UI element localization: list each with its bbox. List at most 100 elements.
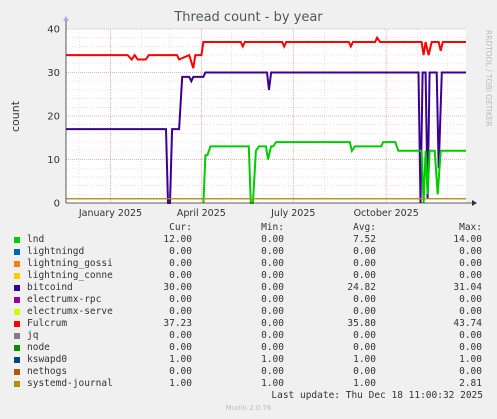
header-min: Min: [261,222,284,233]
legend-cur: 37.23 [163,318,192,329]
x-tick-label: April 2025 [177,208,226,219]
legend-max: 0.00 [459,330,482,341]
legend-row: lnd 12.00 0.00 7.52 14.00 [12,234,482,246]
header-avg: Avg: [353,222,376,233]
legend-max: 43.74 [453,318,482,329]
legend-name: kswapd0 [27,354,68,365]
legend-name: lightningd [27,246,85,257]
legend-min: 0.00 [261,330,284,341]
legend-avg: 0.00 [353,366,376,377]
legend-name: electrumx-serve [27,306,113,317]
legend-cur: 1.00 [169,378,192,389]
legend-name: lightning_gossi [27,258,113,269]
legend-min: 0.00 [261,294,284,305]
munin-footer: Munin 2.0.76 [225,404,272,412]
legend-min: 1.00 [261,354,284,365]
legend-name: Fulcrum [27,318,68,329]
legend-row: systemd-journal 1.00 1.00 1.00 2.81 [12,378,482,390]
legend-avg: 0.00 [353,306,376,317]
legend-max: 0.00 [459,294,482,305]
legend-avg: 1.00 [353,354,376,365]
rrdtool-watermark: RRDTOOL / TOBI OETIKER [484,30,493,127]
legend-swatch [14,381,20,387]
legend-min: 0.00 [261,318,284,329]
series-line-fulcrum [66,35,466,69]
legend-row: node 0.00 0.00 0.00 0.00 [12,342,482,354]
legend-table: Cur: Min: Avg: Max: lnd 12.00 0.00 7.52 14.0… [12,222,482,390]
legend-max: 31.04 [453,282,482,293]
legend-swatch [14,285,20,291]
legend-min: 0.00 [261,282,284,293]
legend-avg: 35.80 [347,318,376,329]
legend-header: Cur: Min: Avg: Max: [12,222,482,234]
series-line-lnd [202,141,466,204]
legend-cur: 0.00 [169,366,192,377]
legend-min: 1.00 [261,378,284,389]
legend-avg: 0.00 [353,342,376,353]
legend-row: bitcoind 30.00 0.00 24.82 31.04 [12,282,482,294]
legend-row: lightningd 0.00 0.00 0.00 0.00 [12,246,482,258]
x-tick-label: January 2025 [78,208,142,219]
y-tick-label: 20 [47,112,60,123]
legend-swatch [14,273,20,279]
legend-row: Fulcrum 37.23 0.00 35.80 43.74 [12,318,482,330]
legend-swatch [14,237,20,243]
x-tick-label: July 2025 [270,208,315,219]
legend-name: lnd [27,234,45,245]
legend-avg: 1.00 [353,378,376,389]
legend-max: 0.00 [459,306,482,317]
legend-row: kswapd0 1.00 1.00 1.00 1.00 [12,354,482,366]
legend-avg: 0.00 [353,258,376,269]
legend-name: electrumx-rpc [27,294,102,305]
legend-max: 0.00 [459,270,482,281]
legend-min: 0.00 [261,306,284,317]
legend-name: systemd-journal [27,378,113,389]
legend-avg: 24.82 [347,282,376,293]
legend-swatch [14,309,20,315]
last-update: Last update: Thu Dec 18 11:00:32 2025 [271,390,483,401]
legend-max: 0.00 [459,246,482,257]
legend-cur: 0.00 [169,342,192,353]
legend-cur: 30.00 [163,282,192,293]
legend-row: nethogs 0.00 0.00 0.00 0.00 [12,366,482,378]
plot-area: 0 10 20 30 40 January 2025 April 2025 July 2025… [47,16,477,219]
legend-max: 1.00 [459,354,482,365]
legend-cur: 0.00 [169,258,192,269]
legend-swatch [14,321,20,327]
legend-avg: 0.00 [353,270,376,281]
legend-max: 2.81 [459,378,482,389]
legend-cur: 0.00 [169,330,192,341]
legend-name: node [27,342,50,353]
legend-min: 0.00 [261,270,284,281]
legend-max: 14.00 [453,234,482,245]
legend-swatch [14,333,20,339]
legend-name: nethogs [27,366,68,377]
legend-row: electrumx-rpc 0.00 0.00 0.00 0.00 [12,294,482,306]
legend-min: 0.00 [261,366,284,377]
y-tick-label: 40 [47,25,60,36]
legend-min: 0.00 [261,246,284,257]
y-tick-label: 10 [47,155,60,166]
legend-row: jq 0.00 0.00 0.00 0.00 [12,330,482,342]
legend-name: jq [27,330,39,341]
legend-swatch [14,357,20,363]
legend-avg: 0.00 [353,330,376,341]
legend-swatch [14,297,20,303]
legend-cur: 0.00 [169,306,192,317]
header-cur: Cur: [169,222,192,233]
legend-cur: 12.00 [163,234,192,245]
legend-avg: 0.00 [353,246,376,257]
x-tick-label: October 2025 [354,208,419,219]
legend-max: 0.00 [459,366,482,377]
legend-row: lightning_gossi 0.00 0.00 0.00 0.00 [12,258,482,270]
legend-swatch [14,249,20,255]
legend-swatch [14,261,20,267]
header-max: Max: [459,222,482,233]
legend-name: bitcoind [27,282,73,293]
legend-cur: 1.00 [169,354,192,365]
legend-row: electrumx-serve 0.00 0.00 0.00 0.00 [12,306,482,318]
legend-swatch [14,345,20,351]
legend-name: lightning_conne [27,270,113,281]
y-axis-arrow [63,16,69,21]
